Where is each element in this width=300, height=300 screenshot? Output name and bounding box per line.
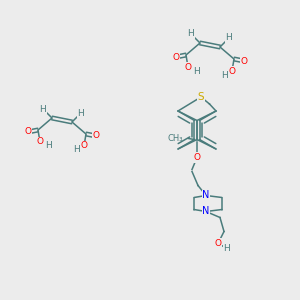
Text: H: H: [226, 34, 232, 43]
Text: O: O: [172, 52, 179, 62]
Text: O: O: [37, 137, 44, 146]
Text: H: H: [73, 146, 80, 154]
Text: H: H: [40, 104, 46, 113]
Text: H: H: [78, 109, 84, 118]
Text: H: H: [188, 29, 194, 38]
Text: H: H: [220, 70, 227, 80]
Text: O: O: [214, 239, 221, 248]
Text: O: O: [194, 153, 200, 162]
Text: N: N: [202, 190, 210, 200]
Text: H: H: [224, 244, 230, 253]
Text: S: S: [198, 92, 204, 102]
Text: O: O: [184, 62, 191, 71]
Text: H: H: [45, 142, 51, 151]
Text: O: O: [25, 128, 32, 136]
Text: O: O: [229, 67, 236, 76]
Text: O: O: [92, 131, 100, 140]
Text: O: O: [80, 142, 88, 151]
Text: N: N: [202, 206, 210, 217]
Text: H: H: [193, 67, 200, 76]
Text: CH₃: CH₃: [168, 134, 184, 143]
Text: O: O: [241, 56, 248, 65]
